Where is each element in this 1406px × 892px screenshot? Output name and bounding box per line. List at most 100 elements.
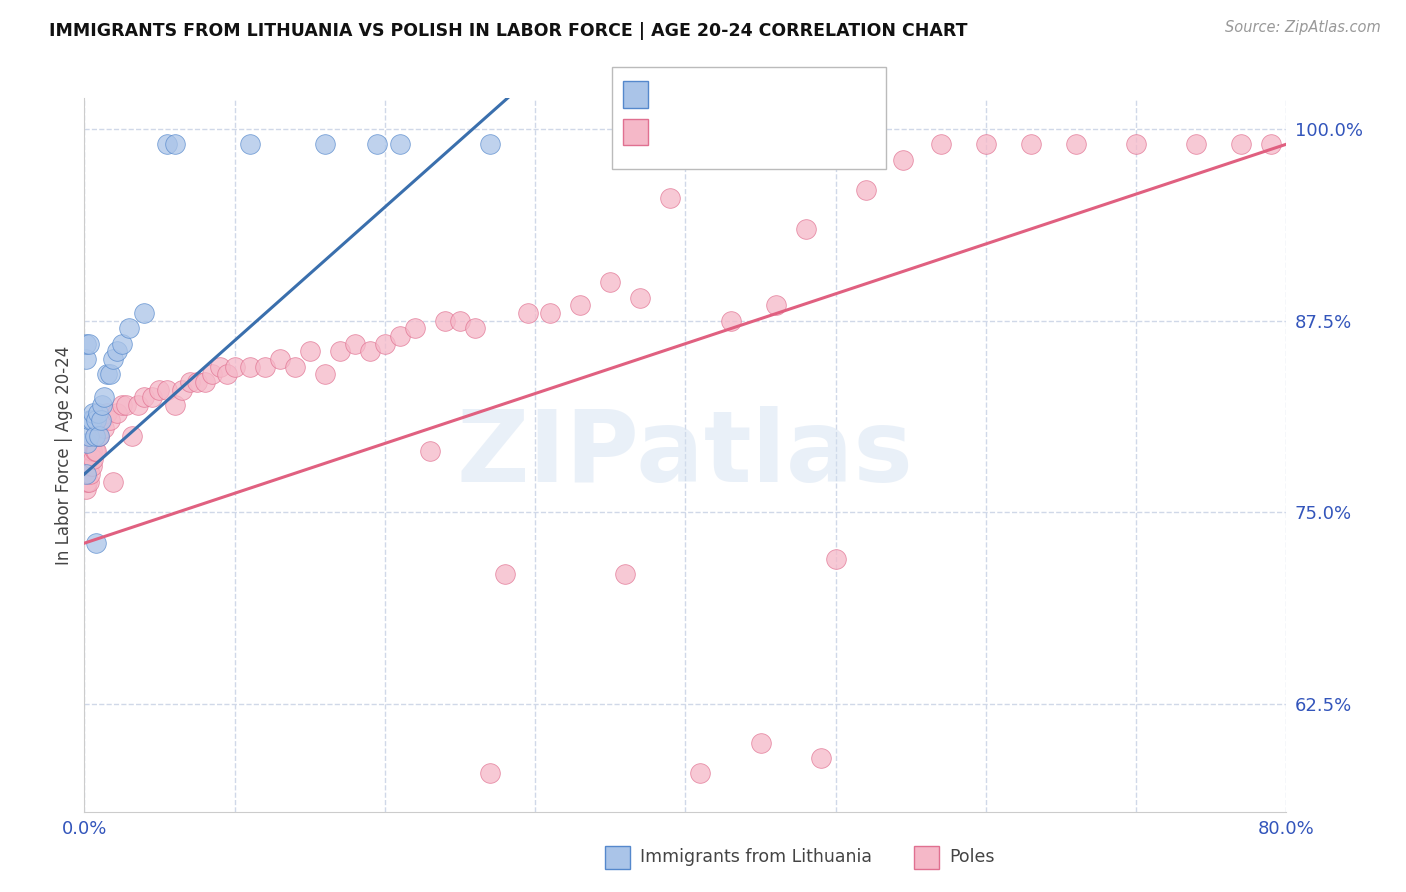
Point [83,428,105,442]
Point [90,413,112,427]
Point [83,428,105,442]
Point [974,137,997,152]
Point [298,344,321,359]
Point [359,344,381,359]
Point [76,451,98,466]
Point [239,359,262,374]
Point [89,428,111,442]
Point [111,336,134,351]
Point [404,321,426,335]
Point [93,421,115,435]
Point [794,221,817,235]
Point [464,321,486,335]
Point [434,313,457,327]
Point [107,406,129,420]
Point [1064,137,1087,152]
Point [163,398,186,412]
Text: Source: ZipAtlas.com: Source: ZipAtlas.com [1225,20,1381,35]
Point [76,475,98,489]
Point [224,359,246,374]
Point [141,390,163,404]
Point [1185,137,1208,152]
Point [343,336,366,351]
Point [75,467,97,482]
Point [1230,137,1253,152]
Text: R =: R = [658,123,696,141]
Point [107,344,129,359]
Point [76,436,98,450]
Point [269,351,291,366]
Point [87,428,110,442]
Point [82,451,104,466]
Point [689,766,711,780]
Point [77,428,100,442]
Text: 102: 102 [801,123,838,141]
Point [419,444,441,458]
Point [156,383,179,397]
Point [194,375,217,389]
Point [75,336,97,351]
Point [479,766,502,780]
Point [90,413,112,427]
Point [86,444,108,458]
Point [111,398,134,412]
Point [79,413,101,427]
Point [388,137,411,152]
Point [101,475,124,489]
Point [366,137,388,152]
Point [80,413,103,427]
Text: ZIPatlas: ZIPatlas [457,407,914,503]
Point [201,368,224,382]
Point [96,368,118,382]
Text: 0.524: 0.524 [700,86,755,103]
Point [186,375,208,389]
Text: R =: R = [658,86,696,103]
Text: N =: N = [756,123,790,141]
Point [217,368,239,382]
Point [77,459,100,474]
Point [98,368,121,382]
Point [599,275,621,289]
Point [929,137,952,152]
Point [329,344,352,359]
Point [75,467,97,482]
Point [208,359,231,374]
Point [765,298,787,312]
Point [75,483,97,497]
Point [516,306,538,320]
Point [156,137,179,152]
Point [628,291,651,305]
Point [314,137,336,152]
Point [134,390,156,404]
Point [101,351,124,366]
Point [374,336,396,351]
Point [1125,137,1147,152]
Point [86,413,108,427]
Point [77,475,100,489]
Point [121,428,143,442]
Text: Poles: Poles [949,848,994,866]
Point [810,751,832,765]
Point [115,398,138,412]
Point [538,306,561,320]
Point [388,329,411,343]
Text: IMMIGRANTS FROM LITHUANIA VS POLISH IN LABOR FORCE | AGE 20-24 CORRELATION CHART: IMMIGRANTS FROM LITHUANIA VS POLISH IN L… [49,22,967,40]
Point [82,406,104,420]
Point [80,444,103,458]
Text: Immigrants from Lithuania: Immigrants from Lithuania [640,848,872,866]
Point [253,359,276,374]
Point [79,444,101,458]
Point [118,321,141,335]
Point [75,351,97,366]
Point [89,428,111,442]
Point [86,536,108,550]
Point [75,444,97,458]
Point [569,298,592,312]
Text: N =: N = [756,86,790,103]
Point [98,413,121,427]
Point [93,390,115,404]
Point [87,406,110,420]
Point [284,359,307,374]
Point [79,467,101,482]
Point [91,413,114,427]
